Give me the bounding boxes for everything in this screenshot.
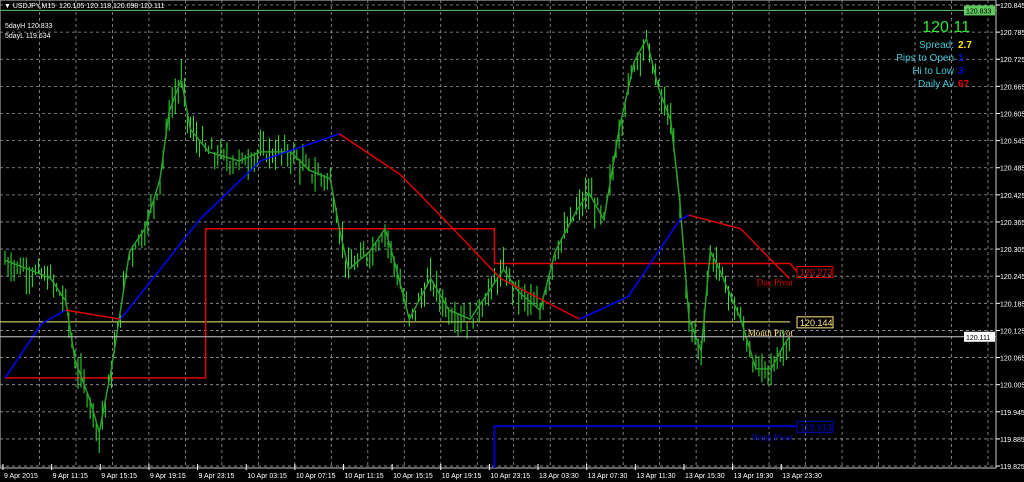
y-tick-label: 120.365: [1000, 220, 1024, 227]
chart-header: ▼ USDJPY,M15 120.105 120.118 120.098 120…: [4, 3, 165, 11]
day-pivot-label: Day Pivot: [757, 278, 794, 288]
moving-average-segment: [448, 223, 502, 279]
five-day-high-label: 5dayH 120.833: [5, 23, 53, 30]
daily-avg-label: Daily Av: [918, 79, 954, 90]
moving-average-segment: [260, 133, 340, 162]
y-tick-label: 120.605: [1000, 111, 1024, 118]
day-pivot-value: 120.273: [800, 268, 833, 278]
y-tick-label: 120.485: [1000, 166, 1024, 173]
week-pivot-value: 119.913: [800, 422, 832, 432]
x-tick-label: 10 Apr 19:15: [442, 473, 482, 480]
x-tick-label: 13 Apr 15:30: [685, 473, 725, 480]
y-tick-label: 120.785: [1000, 30, 1024, 37]
five-day-low-label: 5dayL 119.634: [5, 33, 51, 40]
month-pivot-tag: [796, 316, 834, 329]
y-tick-label: 120.245: [1000, 274, 1024, 281]
week-pivot-label: Week Pivot: [751, 432, 793, 442]
y-tick-label: 120.425: [1000, 193, 1024, 200]
y-tick-label: 120.185: [1000, 301, 1024, 308]
moving-average-segment: [65, 309, 121, 320]
pips-to-open-label: Pips to Open: [896, 53, 954, 64]
x-tick-label: 9 Apr 2015: [4, 473, 38, 480]
daily-avg-value: 67: [958, 79, 970, 90]
x-tick-label: 10 Apr 23:15: [490, 473, 530, 480]
current-price-tag: [964, 331, 995, 342]
x-tick-label: 13 Apr 19:30: [734, 473, 774, 480]
symbol-label: USDJPY,M15: [12, 3, 56, 10]
ohlc-values: 120.105 120.118 120.098 120.111: [59, 3, 165, 10]
moving-average-segment: [338, 133, 401, 176]
triangle-down-icon[interactable]: ▼: [4, 3, 13, 10]
x-tick-label: 13 Apr 23:30: [782, 473, 822, 480]
day-pivot-tag: [796, 266, 834, 279]
y-tick-label: 119.825: [1000, 464, 1024, 471]
x-tick-label: 9 Apr 15:15: [101, 473, 137, 480]
spread-label: Spread:: [918, 40, 954, 51]
x-tick-label: 13 Apr 11:30: [636, 473, 675, 480]
moving-average-segment: [579, 295, 629, 320]
moving-average-segment: [399, 173, 450, 225]
x-tick-label: 13 Apr 03:30: [539, 473, 579, 480]
day-pivot-line: [5, 227, 798, 379]
y-tick-label: 120.305: [1000, 247, 1024, 254]
hi-to-low-value: 3: [958, 66, 964, 77]
x-tick-label: 10 Apr 11:15: [344, 473, 383, 480]
moving-average-segment: [41, 309, 67, 325]
y-tick-label: 120.125: [1000, 328, 1024, 335]
y-tick-label: 120.725: [1000, 57, 1024, 64]
y-tick-label: 120.065: [1000, 356, 1024, 363]
hi-to-low-label: Hi to Low: [912, 66, 954, 77]
pips-to-open-value: 1: [958, 53, 964, 64]
current-price-value: 120.111: [966, 335, 990, 342]
y-tick-label: 119.945: [1000, 410, 1024, 417]
x-tick-label: 10 Apr 15:15: [393, 473, 433, 480]
info-price: 120.11: [922, 19, 970, 36]
moving-average-segment: [679, 214, 690, 221]
smoothed-price-line: [4, 36, 790, 433]
moving-average-segment: [688, 214, 741, 230]
moving-average-segment: [627, 219, 681, 297]
moving-average-segment: [500, 277, 580, 320]
y-tick-label: 120.845: [1000, 3, 1024, 10]
x-tick-label: 9 Apr 19:15: [150, 473, 186, 480]
x-tick-label: 10 Apr 03:15: [247, 473, 287, 480]
moving-average-segment: [4, 323, 43, 379]
week-pivot-line: [493, 425, 797, 468]
spread-value: 2.7: [958, 40, 972, 51]
y-tick-label: 120.545: [1000, 139, 1024, 146]
moving-average-segment: [119, 219, 201, 320]
x-tick-label: 13 Apr 07:30: [588, 473, 628, 480]
plot-frame: [0, 0, 997, 469]
month-pivot-value: 120.144: [800, 318, 833, 328]
y-tick-label: 119.885: [1000, 437, 1024, 444]
x-tick-label: 9 Apr 23:15: [199, 473, 235, 480]
x-tick-label: 9 Apr 11:15: [53, 473, 88, 480]
five-day-high-value: 120.833: [966, 8, 991, 15]
five-day-high-tag: [964, 5, 995, 16]
month-pivot-label: Month Pivot: [748, 328, 794, 338]
y-tick-label: 120.665: [1000, 84, 1024, 91]
x-tick-label: 10 Apr 07:15: [296, 473, 336, 480]
moving-average-segment: [740, 228, 790, 279]
moving-average-segment: [199, 160, 261, 221]
week-pivot-tag: [796, 420, 834, 433]
y-tick-label: 120.005: [1000, 383, 1024, 390]
